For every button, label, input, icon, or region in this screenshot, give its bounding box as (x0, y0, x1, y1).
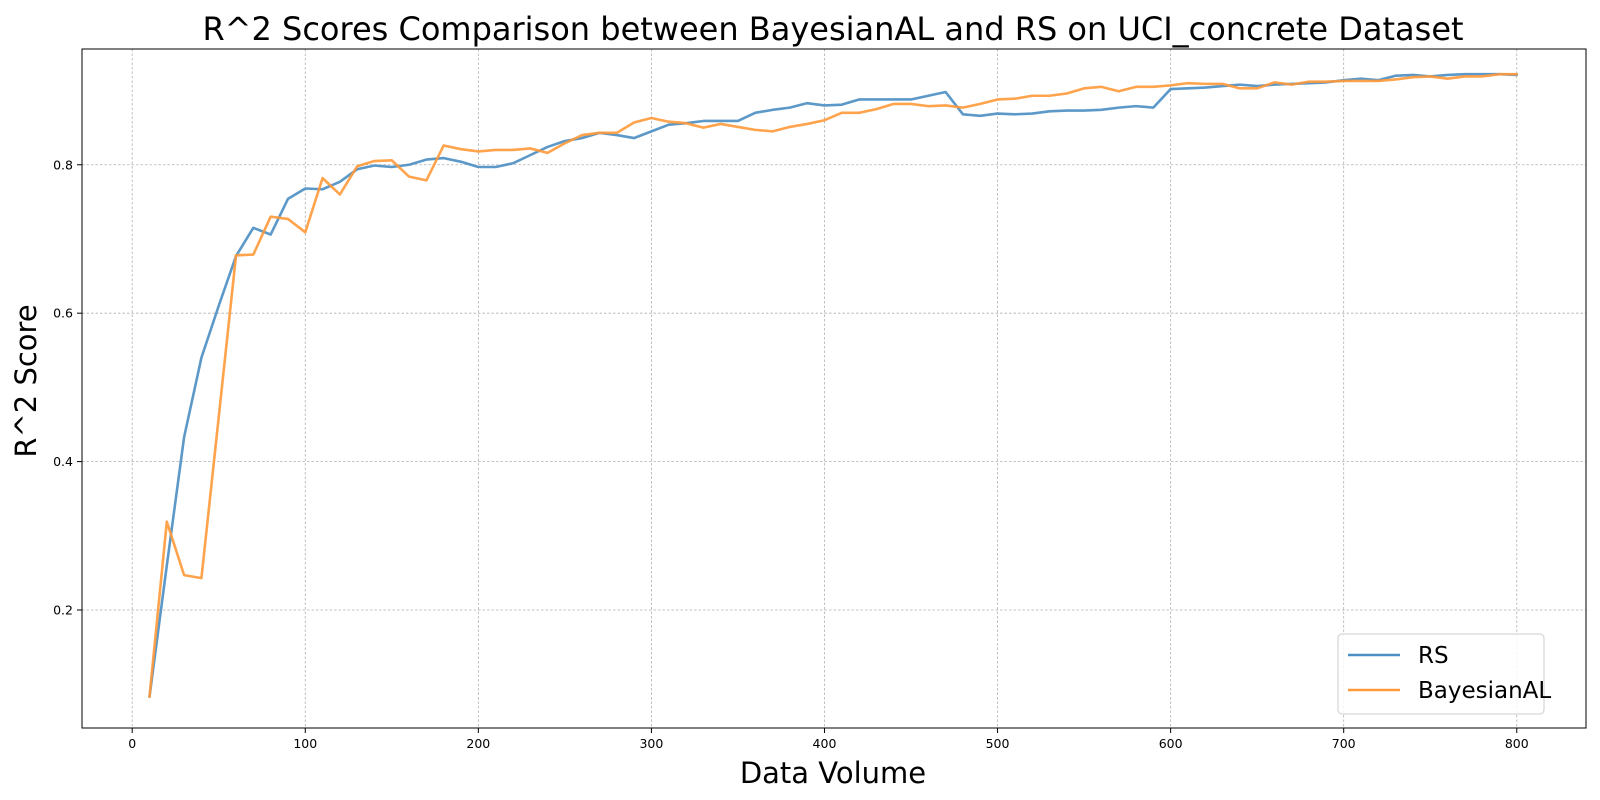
y-tick-label: 0.6 (53, 306, 73, 321)
x-tick-label: 200 (466, 736, 490, 751)
legend: RS BayesianAL (1337, 633, 1551, 715)
axis-ticks: 0 100 200 300 400 500 600 700 800 0.2 0.4 0.6 0.8 (53, 157, 1529, 751)
x-tick-label: 500 (986, 736, 1010, 751)
chart-title: R^2 Scores Comparison between BayesianAL… (202, 10, 1463, 48)
x-tick-label: 600 (1159, 736, 1183, 751)
y-tick-label: 0.4 (53, 454, 73, 469)
x-tick-label: 700 (1332, 736, 1356, 751)
x-tick-label: 300 (639, 736, 663, 751)
y-axis-label: R^2 Score (9, 304, 43, 457)
x-tick-label: 400 (813, 736, 837, 751)
x-tick-label: 100 (293, 736, 317, 751)
legend-label-bayesianal: BayesianAL (1418, 678, 1551, 704)
legend-label-rs: RS (1418, 643, 1449, 669)
plot-series (148, 72, 1519, 699)
plot-area-frame (81, 48, 1587, 729)
x-tick-label: 0 (128, 736, 136, 751)
x-tick-label: 800 (1505, 736, 1529, 751)
x-axis-label: Data Volume (740, 756, 926, 790)
series-line-bayesianal (148, 72, 1519, 699)
y-tick-label: 0.2 (53, 603, 73, 618)
grid-lines (82, 49, 1586, 728)
y-tick-label: 0.8 (53, 157, 73, 172)
